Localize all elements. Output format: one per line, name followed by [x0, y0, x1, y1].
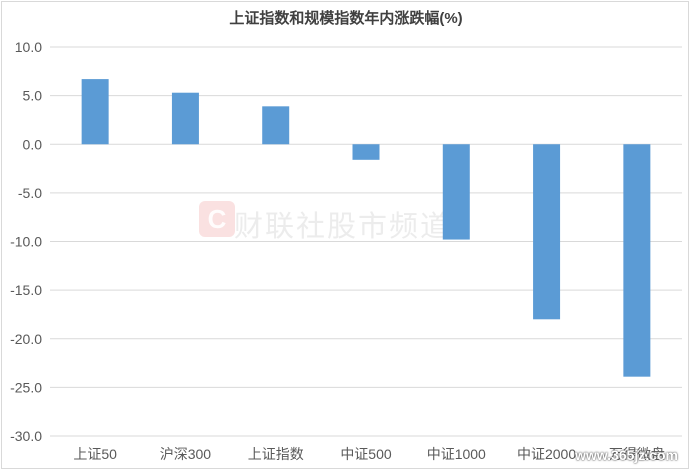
x-tick-label: 中证2000: [517, 446, 576, 462]
site-watermark: www.365jz.com: [575, 447, 678, 463]
watermark-logo: C: [199, 201, 235, 237]
bar: [623, 144, 651, 377]
x-tick-label: 上证50: [73, 446, 117, 462]
bar: [262, 106, 290, 145]
x-tick-label: 中证1000: [427, 446, 486, 462]
y-tick-label: -30.0: [10, 428, 42, 444]
bar: [81, 79, 109, 145]
y-tick-label: 5.0: [23, 88, 43, 104]
y-tick-label: 10.0: [15, 39, 42, 55]
bar: [442, 144, 470, 240]
bar: [533, 144, 561, 320]
watermark-text: 财联社股市频道: [234, 211, 452, 243]
y-tick-label: -15.0: [10, 282, 42, 298]
x-tick-label: 万得微盘: [609, 446, 665, 462]
y-tick-label: -5.0: [18, 185, 42, 201]
x-tick-label: 上证指数: [248, 446, 304, 462]
x-tick-label: 中证500: [340, 446, 392, 462]
y-tick-label: 0.0: [23, 136, 43, 152]
chart-title: 上证指数和规模指数年内涨跌幅(%): [229, 10, 463, 27]
y-tick-label: -10.0: [10, 234, 42, 250]
x-tick-label: 沪深300: [160, 446, 212, 462]
bar: [352, 144, 380, 160]
bar: [171, 92, 199, 145]
y-tick-label: -20.0: [10, 331, 42, 347]
y-tick-label: -25.0: [10, 379, 42, 395]
